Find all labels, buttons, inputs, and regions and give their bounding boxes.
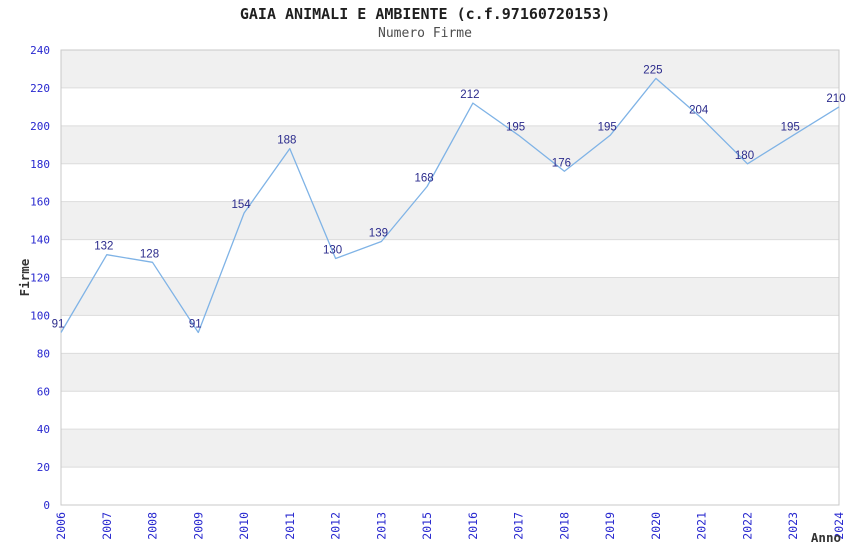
data-point-label: 195 <box>506 121 525 133</box>
y-tick-label: 100 <box>30 309 50 322</box>
x-tick-label: 2012 <box>329 512 343 540</box>
x-tick-label: 2016 <box>466 512 480 540</box>
x-axis-title: Anno <box>811 530 841 545</box>
x-tick-label: 2008 <box>146 512 160 540</box>
data-point-label: 195 <box>781 121 800 133</box>
x-tick-label: 2013 <box>374 512 388 540</box>
data-point-label: 91 <box>52 319 65 331</box>
y-tick-label: 80 <box>37 347 50 360</box>
x-tick-label: 2024 <box>832 512 846 540</box>
data-point-label: 132 <box>94 241 113 253</box>
band-stripe <box>61 353 839 392</box>
x-tick-label: 2022 <box>741 512 755 540</box>
x-tick-label: 2019 <box>603 512 617 540</box>
chart-title: GAIA ANIMALI E AMBIENTE (c.f.97160720153… <box>239 5 611 23</box>
y-tick-label: 160 <box>30 196 50 209</box>
x-tick-label: 2023 <box>786 512 800 540</box>
x-tick-label: 2009 <box>191 512 205 540</box>
data-point-label: 195 <box>598 121 617 133</box>
x-tick-label: 2010 <box>237 512 251 540</box>
x-tick-label: 2015 <box>420 512 434 540</box>
data-point-label: 204 <box>689 104 709 116</box>
y-tick-label: 20 <box>37 461 50 474</box>
chart-subtitle: Numero Firme <box>378 26 472 41</box>
y-tick-label: 140 <box>30 234 50 247</box>
y-tick-label: 60 <box>37 385 50 398</box>
band-stripe <box>61 429 839 468</box>
x-tick-label: 2006 <box>54 512 68 540</box>
y-tick-label: 220 <box>30 82 50 95</box>
data-point-label: 225 <box>643 64 662 76</box>
y-tick-label: 120 <box>30 272 50 285</box>
data-point-label: 168 <box>415 173 434 185</box>
data-point-label: 139 <box>369 228 388 240</box>
y-tick-label: 240 <box>30 44 50 57</box>
y-tick-label: 0 <box>43 499 50 512</box>
data-point-label: 154 <box>232 199 252 211</box>
y-tick-label: 200 <box>30 120 50 133</box>
data-point-label: 176 <box>552 157 571 169</box>
y-tick-label: 40 <box>37 423 50 436</box>
x-tick-label: 2021 <box>695 512 709 540</box>
y-axis-title: Firme <box>17 258 32 296</box>
data-line <box>60 77 840 334</box>
x-tick-label: 2007 <box>100 512 114 540</box>
plot-border <box>60 49 840 506</box>
data-point-label: 212 <box>460 89 479 101</box>
x-tick-label: 2011 <box>283 512 297 540</box>
data-point-label: 130 <box>323 245 342 257</box>
data-point-label: 210 <box>826 93 845 105</box>
data-point-label: 91 <box>189 319 202 331</box>
y-tick-label: 180 <box>30 158 50 171</box>
x-tick-label: 2018 <box>557 512 571 540</box>
data-point-label: 180 <box>735 150 754 162</box>
data-point-label: 128 <box>140 248 159 260</box>
x-tick-label: 2017 <box>512 512 526 540</box>
x-tick-label: 2020 <box>649 512 663 540</box>
band-stripe <box>61 201 839 240</box>
data-point-label: 188 <box>277 135 296 147</box>
band-stripe <box>61 277 839 316</box>
band-stripe <box>61 50 839 88</box>
